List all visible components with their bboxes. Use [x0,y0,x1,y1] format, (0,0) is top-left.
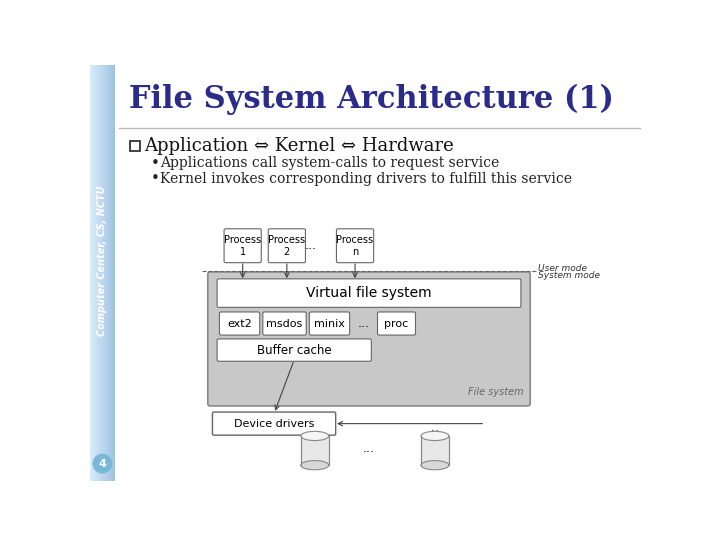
Bar [130,140,140,151]
Text: msdos: msdos [266,319,302,328]
FancyBboxPatch shape [377,312,415,335]
Text: •: • [150,171,159,186]
Bar [94,65,95,481]
Text: •: • [150,156,159,171]
Bar [91,65,93,481]
FancyBboxPatch shape [263,312,306,335]
Text: Application ⇔ Kernel ⇔ Hardware: Application ⇔ Kernel ⇔ Hardware [144,137,454,154]
FancyBboxPatch shape [336,229,374,262]
Bar [91,65,92,481]
Bar [301,436,329,465]
Text: minix: minix [314,319,345,328]
Text: Applications call system-calls to request service: Applications call system-calls to reques… [160,157,499,170]
Text: 4: 4 [99,458,107,469]
Ellipse shape [301,431,329,441]
Text: ext2: ext2 [228,319,252,328]
Bar [107,65,109,481]
Text: ...: ... [358,317,370,330]
Bar [92,65,94,481]
Text: File system: File system [467,387,523,397]
Bar [112,65,113,481]
Bar [96,65,98,481]
Bar [99,65,100,481]
Bar [113,65,114,481]
Ellipse shape [421,431,449,441]
Text: Buffer cache: Buffer cache [257,343,331,356]
Text: ...: ... [363,442,375,455]
Bar [112,65,114,481]
Bar [100,65,101,481]
FancyBboxPatch shape [212,412,336,435]
Bar [90,65,91,481]
Circle shape [93,455,112,473]
Bar [103,65,104,481]
Bar [102,65,104,481]
Bar [96,65,97,481]
Text: Device drivers: Device drivers [234,418,314,429]
Bar [108,65,109,481]
Bar [105,65,106,481]
Bar [106,65,107,481]
FancyBboxPatch shape [220,312,260,335]
Text: User mode: User mode [538,264,587,273]
Bar [97,65,99,481]
Text: Process
1: Process 1 [224,235,261,256]
FancyBboxPatch shape [224,229,261,262]
Text: Kernel invokes corresponding drivers to fulfill this service: Kernel invokes corresponding drivers to … [160,172,572,186]
Text: File System Architecture (1): File System Architecture (1) [129,84,613,115]
Bar [95,65,96,481]
Text: ...: ... [305,239,317,252]
Bar [104,65,105,481]
Text: Virtual file system: Virtual file system [306,286,432,300]
Text: Process
2: Process 2 [269,235,305,256]
Bar [421,436,449,465]
Bar [98,65,99,481]
FancyBboxPatch shape [217,339,372,361]
Bar [109,65,110,481]
Ellipse shape [421,461,449,470]
Text: Computer Center, CS, NCTU: Computer Center, CS, NCTU [97,186,107,336]
Text: System mode: System mode [538,271,600,280]
Bar [107,65,108,481]
Ellipse shape [301,461,329,470]
FancyBboxPatch shape [310,312,350,335]
Bar [101,65,102,481]
Text: proc: proc [384,319,409,328]
Bar [111,65,112,481]
Bar [114,65,115,481]
FancyBboxPatch shape [269,229,305,262]
Bar [110,65,111,481]
FancyBboxPatch shape [217,279,521,307]
Bar [102,65,103,481]
Text: Process
n: Process n [336,235,374,256]
FancyBboxPatch shape [208,272,530,406]
